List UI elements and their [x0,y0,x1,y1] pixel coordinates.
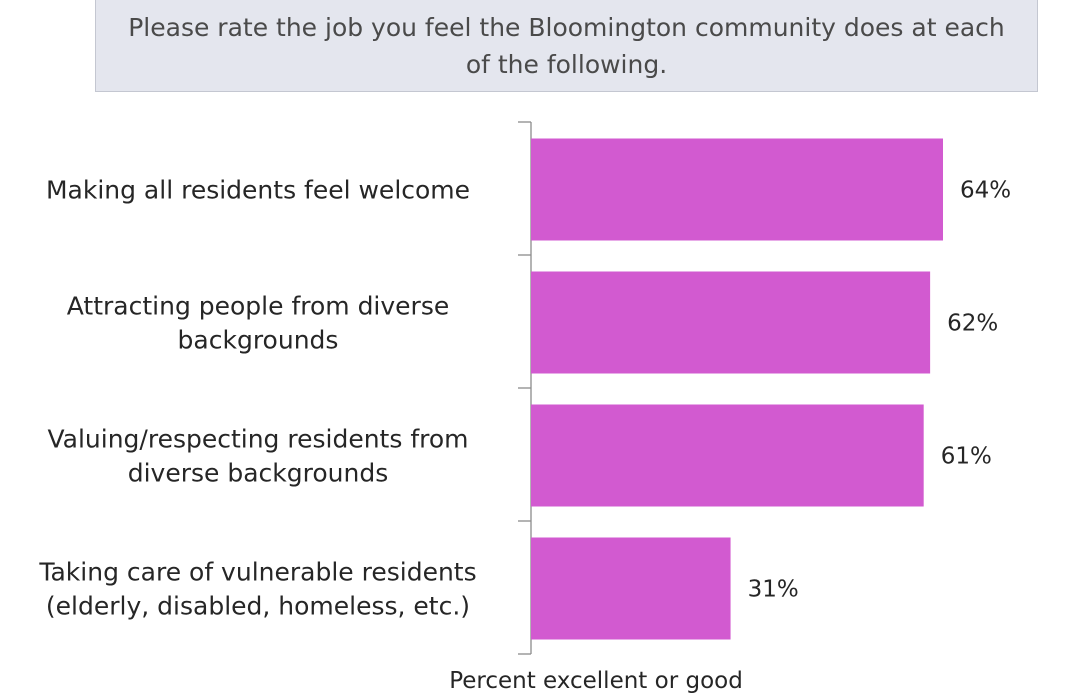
category-label: Attracting people from diverse background… [67,292,450,355]
data-label: 62% [947,311,998,337]
category-label: Making all residents feel welcome [46,176,470,205]
bar [531,271,931,374]
bar [531,404,924,507]
category-label: Taking care of vulnerable residents (elde… [38,558,476,621]
data-label: 61% [941,444,992,470]
x-axis-label: Percent excellent or good [449,668,743,694]
chart-title-box: Please rate the job you feel the Bloomin… [95,0,1038,92]
bar [531,537,731,640]
data-label: 64% [960,178,1011,204]
chart-title: Please rate the job you feel the Bloomin… [128,12,1005,79]
category-label: Valuing/respecting residents from diverse… [47,425,468,488]
bar [531,138,943,241]
data-label: 31% [748,577,799,603]
